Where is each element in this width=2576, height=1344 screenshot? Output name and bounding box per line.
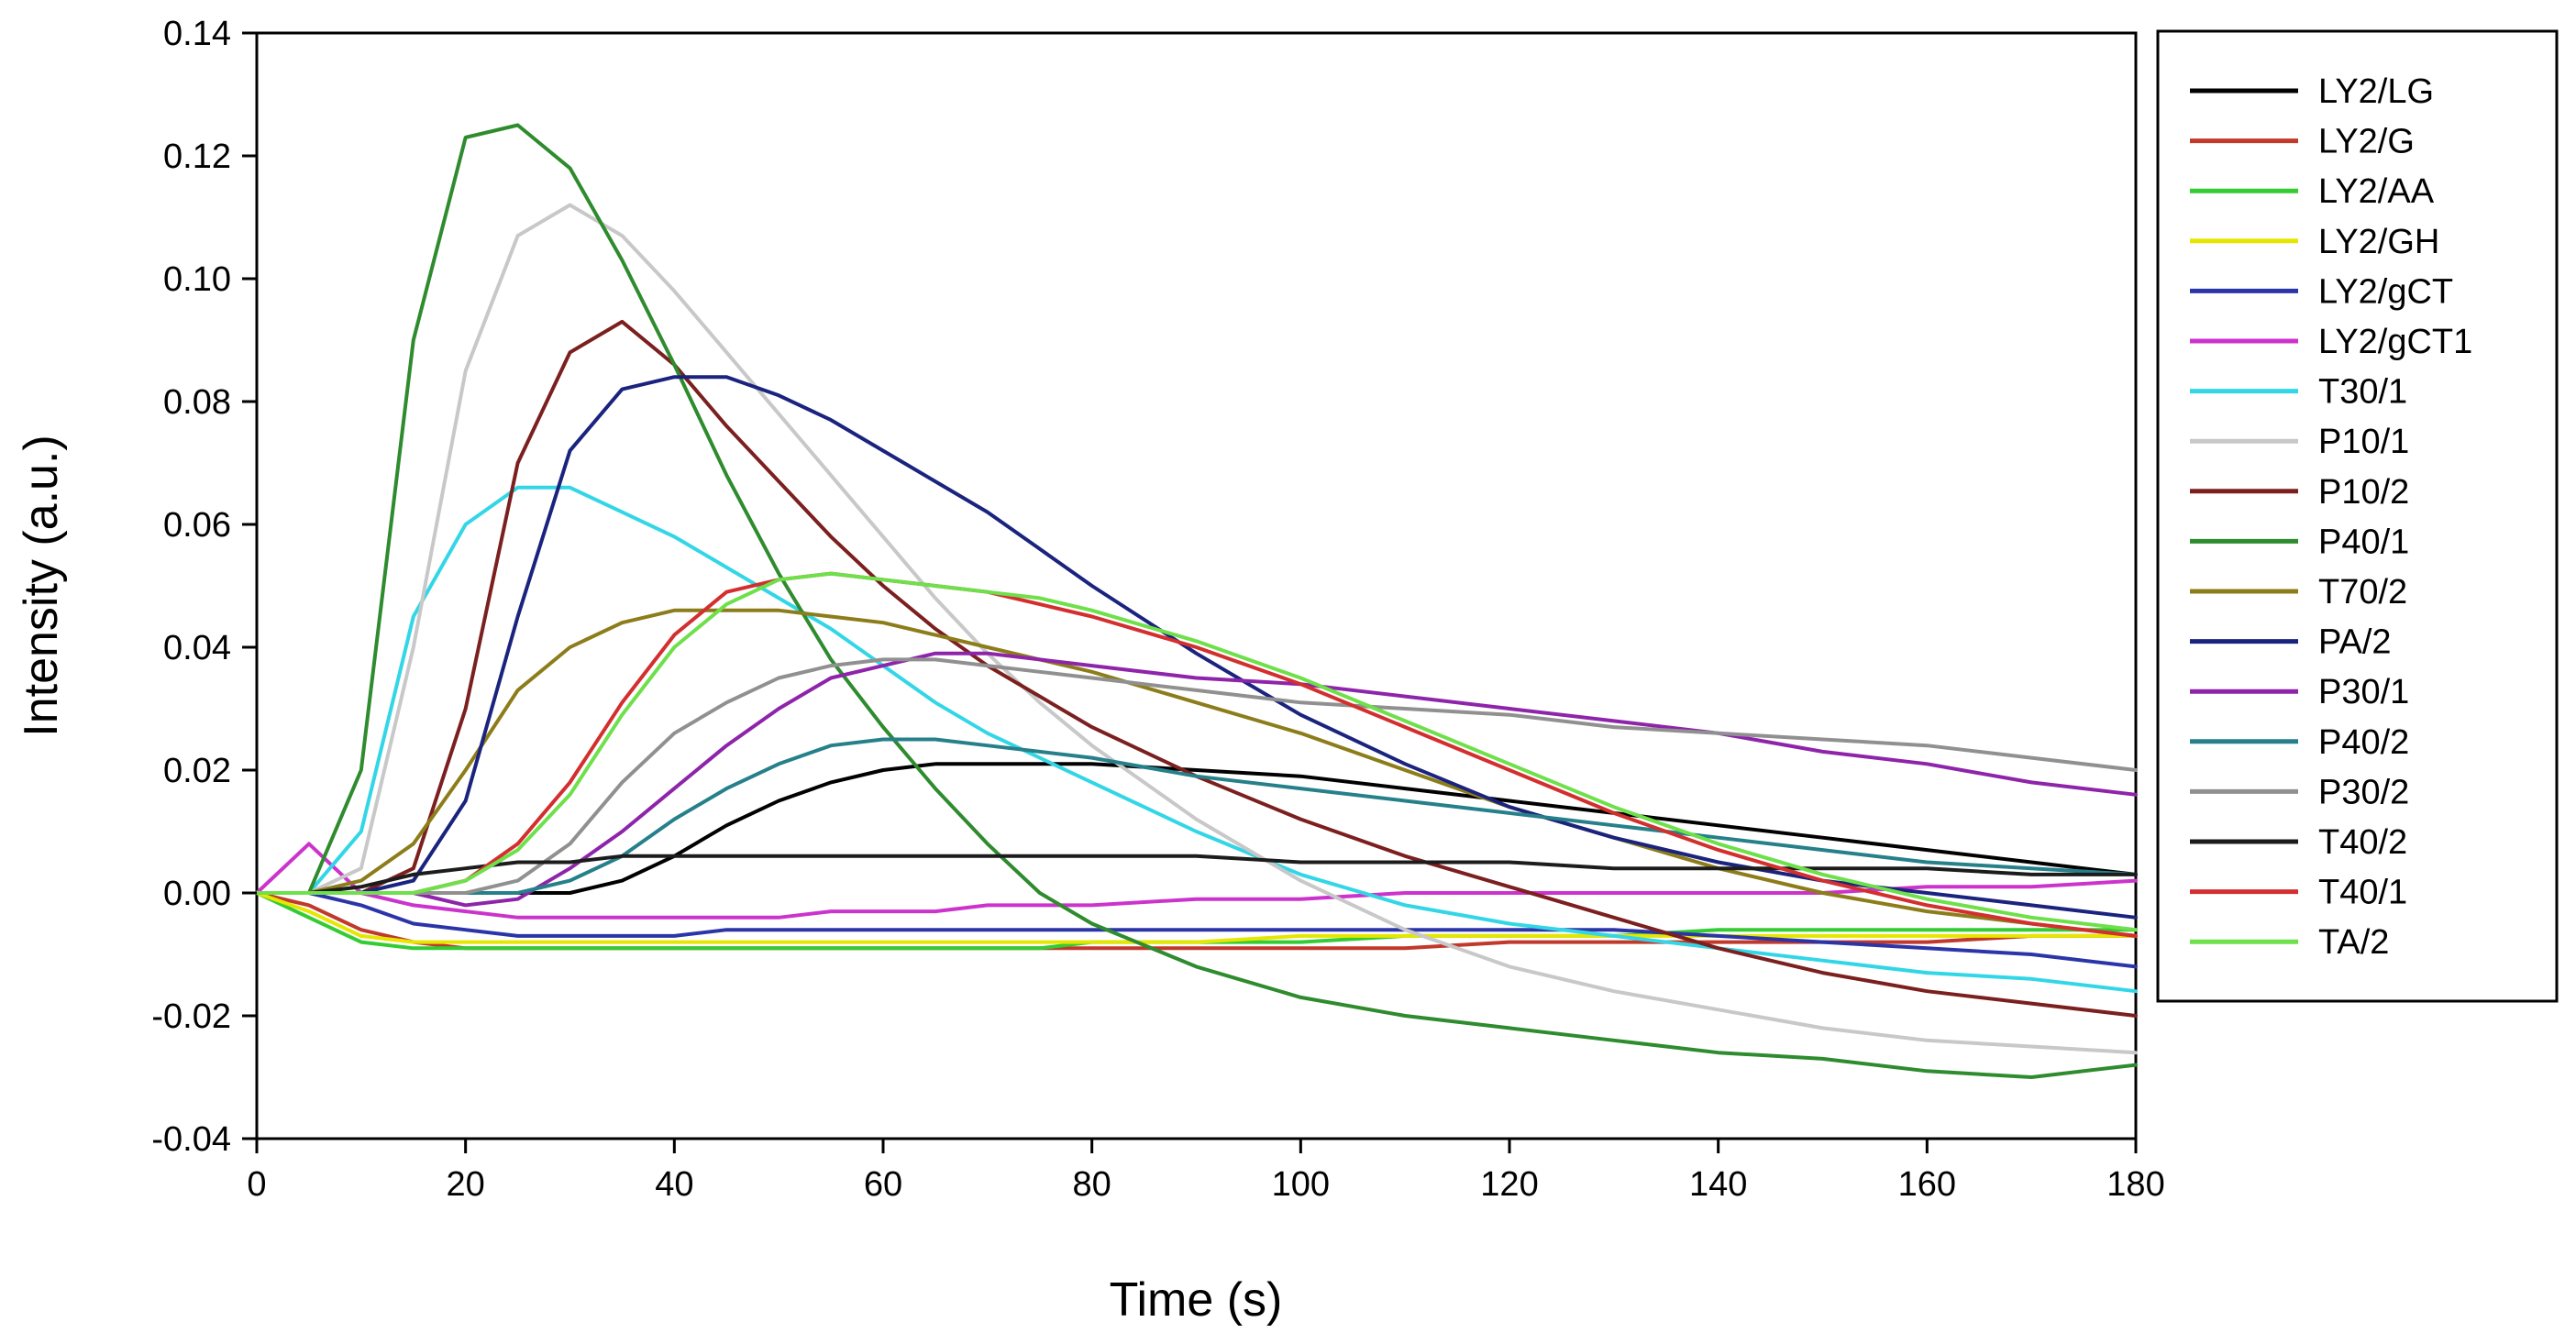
y-axis-title: Intensity (a.u.) xyxy=(15,435,68,736)
legend-label: P10/2 xyxy=(2318,473,2409,512)
legend-label: T30/1 xyxy=(2318,373,2407,412)
legend-item: T40/2 xyxy=(2190,823,2407,862)
legend-item: LY2/G xyxy=(2190,123,2415,161)
legend-label: P30/2 xyxy=(2318,773,2409,811)
legend-item: LY2/gCT xyxy=(2190,272,2453,311)
legend-label: LY2/GH xyxy=(2318,223,2439,261)
y-tick-label: 0.14 xyxy=(163,15,231,53)
x-axis: 0 20 40 60 80 100 120 140 160 180 xyxy=(247,1139,2165,1204)
y-tick-label: 0.00 xyxy=(163,875,231,913)
x-tick-label: 80 xyxy=(1073,1165,1111,1204)
x-tick-label: 40 xyxy=(655,1165,693,1204)
legend-item: TA/2 xyxy=(2190,923,2389,962)
legend-label: LY2/LG xyxy=(2318,72,2434,111)
legend-item: LY2/gCT1 xyxy=(2190,323,2472,361)
legend-item: LY2/GH xyxy=(2190,223,2439,261)
series-line-t30-1 xyxy=(255,485,2138,994)
series-line-ly2-gh xyxy=(255,891,2138,944)
legend-label: LY2/G xyxy=(2318,123,2415,161)
series-line-ly2-gct1 xyxy=(255,842,2138,920)
legend-label: P10/1 xyxy=(2318,423,2409,461)
legend-item: P10/1 xyxy=(2190,423,2409,461)
x-tick-label: 120 xyxy=(1480,1165,1538,1204)
legend-item: P10/2 xyxy=(2190,473,2409,512)
y-axis: -0.04 -0.02 0.00 0.02 0.04 0.06 0.08 0.10 0.12 0.… xyxy=(151,15,257,1159)
legend-label: T40/2 xyxy=(2318,823,2407,862)
legend-item: T70/2 xyxy=(2190,573,2407,611)
y-tick-label: 0.10 xyxy=(163,260,231,299)
series-line-ly2-aa xyxy=(255,891,2138,951)
series-line-p10-2 xyxy=(255,319,2138,1018)
legend-item: T30/1 xyxy=(2190,373,2407,412)
legend-item: P30/1 xyxy=(2190,673,2409,711)
series-line-ly2-gct xyxy=(255,891,2138,969)
legend-item: P40/2 xyxy=(2190,723,2409,762)
legend: LY2/LG LY2/G LY2/AA LY2/GH LY2/gCT LY2/gCT1 T3… xyxy=(2156,29,2559,1003)
x-tick-label: 20 xyxy=(447,1165,485,1204)
y-tick-label: -0.02 xyxy=(151,997,231,1036)
y-tick-label: 0.06 xyxy=(163,506,231,545)
series-line-ta-2 xyxy=(255,571,2138,932)
x-tick-label: 160 xyxy=(1898,1165,1956,1204)
x-axis-title: Time (s) xyxy=(1110,1273,1283,1327)
y-tick-label: 0.12 xyxy=(163,138,231,176)
legend-item: PA/2 xyxy=(2190,623,2392,662)
series-line-p40-1 xyxy=(255,123,2138,1079)
legend-label: LY2/gCT1 xyxy=(2318,323,2472,361)
legend-item: P30/2 xyxy=(2190,773,2409,811)
legend-item: P40/1 xyxy=(2190,523,2409,561)
legend-items: LY2/LG LY2/G LY2/AA LY2/GH LY2/gCT LY2/gCT1 T3… xyxy=(2190,72,2472,962)
plot-area xyxy=(255,31,2138,1140)
x-tick-label: 180 xyxy=(2106,1165,2164,1204)
legend-label: LY2/AA xyxy=(2318,172,2435,211)
series-line-p10-1 xyxy=(255,203,2138,1055)
y-tick-label: -0.04 xyxy=(151,1120,231,1159)
legend-label: LY2/gCT xyxy=(2318,272,2453,311)
series-line-pa-2 xyxy=(255,375,2138,920)
series-line-p30-2 xyxy=(255,657,2138,895)
x-tick-label: 0 xyxy=(247,1165,266,1204)
y-tick-label: 0.08 xyxy=(163,383,231,422)
legend-label: T70/2 xyxy=(2318,573,2407,611)
y-tick-label: 0.04 xyxy=(163,629,231,667)
legend-item: LY2/AA xyxy=(2190,172,2435,211)
series-line-p30-1 xyxy=(255,651,2138,908)
legend-label: P40/1 xyxy=(2318,523,2409,561)
plot-frame xyxy=(255,31,2138,1140)
x-tick-label: 60 xyxy=(864,1165,902,1204)
legend-item: T40/1 xyxy=(2190,874,2407,912)
legend-label: PA/2 xyxy=(2318,623,2392,662)
legend-label: T40/1 xyxy=(2318,874,2407,912)
legend-label: P30/1 xyxy=(2318,673,2409,711)
y-tick-label: 0.02 xyxy=(163,752,231,790)
legend-label: P40/2 xyxy=(2318,723,2409,762)
series-line-ly2-g xyxy=(255,891,2138,951)
legend-item: LY2/LG xyxy=(2190,72,2434,111)
series-lines xyxy=(255,123,2138,1079)
x-tick-label: 100 xyxy=(1272,1165,1330,1204)
series-line-p40-2 xyxy=(255,737,2138,895)
legend-label: TA/2 xyxy=(2318,923,2389,962)
x-tick-label: 140 xyxy=(1689,1165,1747,1204)
